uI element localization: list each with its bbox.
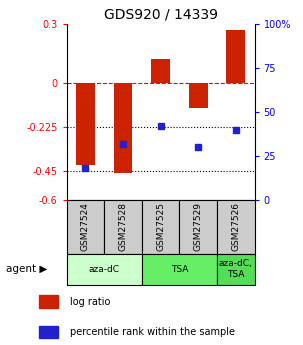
Text: GSM27526: GSM27526 (231, 202, 240, 252)
Text: GSM27529: GSM27529 (194, 202, 203, 252)
Text: agent ▶: agent ▶ (6, 264, 48, 274)
Text: TSA: TSA (171, 265, 188, 274)
FancyBboxPatch shape (142, 200, 179, 254)
FancyBboxPatch shape (67, 200, 104, 254)
Bar (39, 295, 58, 308)
FancyBboxPatch shape (179, 200, 217, 254)
Title: GDS920 / 14339: GDS920 / 14339 (104, 8, 218, 22)
FancyBboxPatch shape (217, 254, 255, 285)
FancyBboxPatch shape (67, 254, 142, 285)
Bar (151, 59, 170, 83)
Bar (189, 83, 208, 108)
Text: aza-dC,
TSA: aza-dC, TSA (219, 259, 253, 279)
Text: log ratio: log ratio (70, 297, 110, 306)
FancyBboxPatch shape (217, 200, 255, 254)
Bar (76, 83, 95, 165)
FancyBboxPatch shape (142, 254, 217, 285)
Text: percentile rank within the sample: percentile rank within the sample (70, 327, 235, 337)
Text: GSM27528: GSM27528 (118, 202, 128, 252)
Text: GSM27525: GSM27525 (156, 202, 165, 252)
Bar (226, 30, 245, 83)
Bar (114, 83, 132, 173)
FancyBboxPatch shape (104, 200, 142, 254)
Text: aza-dC: aza-dC (89, 265, 120, 274)
Bar (39, 326, 58, 338)
Text: GSM27524: GSM27524 (81, 203, 90, 251)
